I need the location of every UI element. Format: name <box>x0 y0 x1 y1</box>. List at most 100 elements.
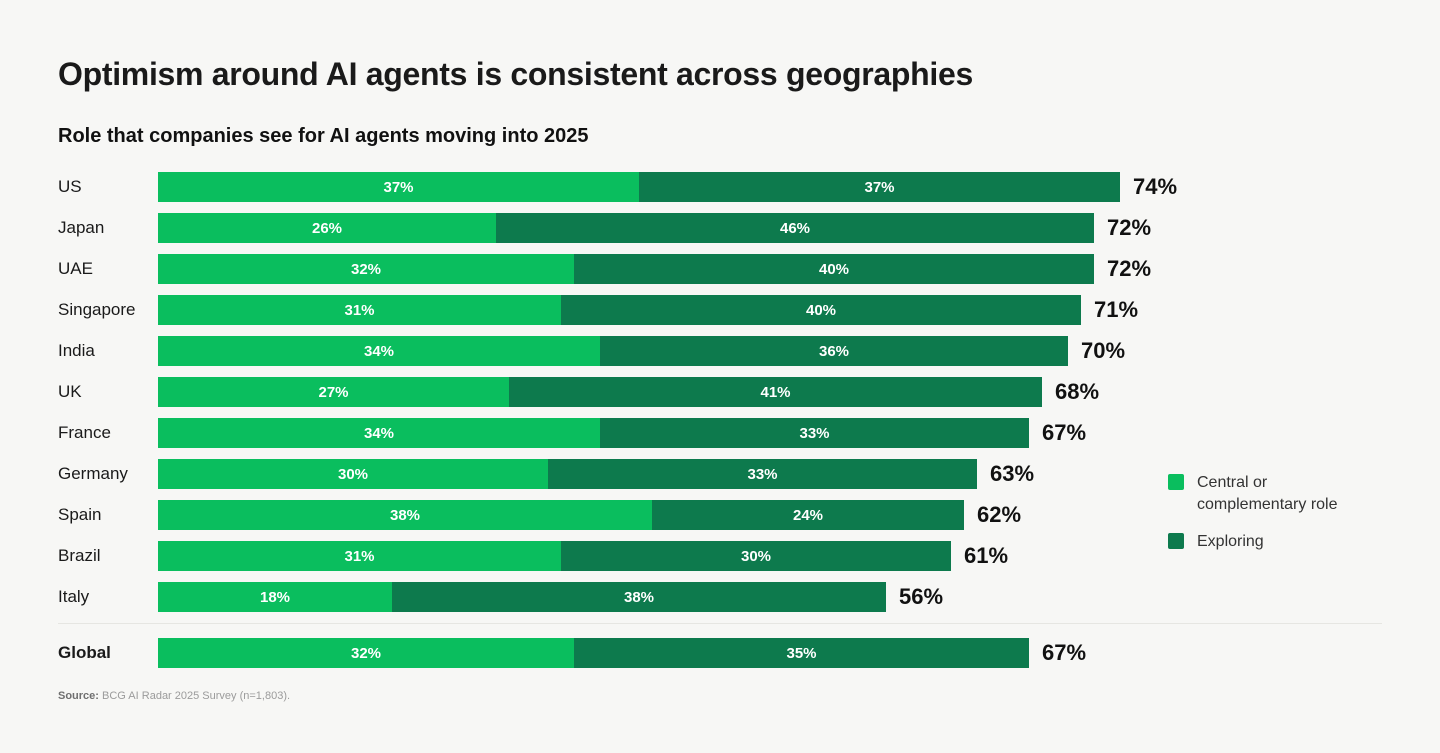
total-value-label: 68% <box>1055 379 1100 404</box>
bar-segment-central: 26% <box>158 213 496 243</box>
category-label: Brazil <box>58 546 101 565</box>
segment-value-label: 31% <box>344 547 375 565</box>
bar-row: France 34% 33% 67% <box>58 418 1382 448</box>
stacked-bar: 18% 38% <box>158 582 886 612</box>
bar-row: Japan 26% 46% 72% <box>58 213 1382 243</box>
source-prefix: Source: <box>58 690 99 702</box>
stacked-bar: 34% 33% <box>158 418 1029 448</box>
bar-row: UK 27% 41% 68% <box>58 377 1382 407</box>
bar-segment-exploring: 30% <box>561 541 951 571</box>
bar-row: Germany 30% 33% 63% <box>58 459 1382 489</box>
total-value-label: 71% <box>1094 297 1139 322</box>
segment-value-label: 35% <box>786 644 817 662</box>
divider-line <box>58 623 1382 624</box>
segment-value-label: 27% <box>318 383 349 401</box>
bar-row: Spain 38% 24% 62% <box>58 500 1382 530</box>
stacked-bar: 31% 30% <box>158 541 951 571</box>
bar-segment-central: 32% <box>158 254 574 284</box>
category-label: Italy <box>58 587 90 606</box>
segment-value-label: 36% <box>818 342 850 360</box>
segment-value-label: 30% <box>337 465 369 483</box>
bar-segment-central: 18% <box>158 582 392 612</box>
category-label: Spain <box>58 505 102 524</box>
bar-segment-exploring: 38% <box>392 582 886 612</box>
chart-rows: US 37% 37% 74% Japan 26% 46% 72% UAE 32%… <box>58 172 1382 668</box>
total-value-label: 62% <box>977 502 1022 527</box>
bar-segment-exploring: 40% <box>574 254 1094 284</box>
stacked-bar: 31% 40% <box>158 295 1081 325</box>
bar-segment-central: 34% <box>158 418 600 448</box>
legend-item-central: Central or complementary role <box>1168 472 1380 517</box>
segment-value-label: 38% <box>623 588 655 606</box>
exploring-swatch-icon <box>1168 532 1184 549</box>
bar-row: Brazil 31% 30% 61% <box>58 541 1382 571</box>
total-value-label: 67% <box>1042 640 1087 665</box>
segment-value-label: 24% <box>792 506 824 524</box>
segment-value-label: 46% <box>779 219 811 237</box>
total-value-label: 72% <box>1107 215 1152 240</box>
segment-value-label: 32% <box>350 644 382 662</box>
central-role-swatch-icon <box>1168 474 1184 490</box>
legend-item-exploring: Exploring <box>1168 531 1380 553</box>
segment-value-label: 34% <box>363 424 395 442</box>
bar-row: India 34% 36% 70% <box>58 336 1382 366</box>
stacked-bar: 26% 46% <box>158 213 1094 243</box>
bar-segment-central: 37% <box>158 172 639 202</box>
segment-value-label: 40% <box>818 260 850 278</box>
segment-value-label: 40% <box>805 301 837 319</box>
bar-segment-exploring: 24% <box>652 500 964 530</box>
stacked-bar: 27% 41% <box>158 377 1042 407</box>
legend-label: Exploring <box>1197 532 1264 550</box>
total-value-label: 67% <box>1042 420 1087 445</box>
chart-subtitle: Role that companies see for AI agents mo… <box>58 125 589 147</box>
bar-row: Italy 18% 38% 56% <box>58 582 1382 612</box>
bar-segment-central: 27% <box>158 377 509 407</box>
total-value-label: 63% <box>990 461 1035 486</box>
stacked-bar: 32% 35% <box>158 638 1029 668</box>
bar-segment-exploring: 36% <box>600 336 1068 366</box>
bar-segment-central: 38% <box>158 500 652 530</box>
bar-segment-exploring: 33% <box>548 459 977 489</box>
stacked-bar-chart: US 37% 37% 74% Japan 26% 46% 72% UAE 32%… <box>58 172 1382 668</box>
category-label: Japan <box>58 218 105 237</box>
stacked-bar: 30% 33% <box>158 459 977 489</box>
bar-segment-exploring: 46% <box>496 213 1094 243</box>
segment-value-label: 38% <box>389 506 421 524</box>
bar-segment-central: 34% <box>158 336 600 366</box>
bar-row: Singapore 31% 40% 71% <box>58 295 1382 325</box>
category-label: UAE <box>58 259 93 278</box>
segment-value-label: 18% <box>259 588 291 606</box>
source-note: Source: BCG AI Radar 2025 Survey (n=1,80… <box>58 690 1382 702</box>
stacked-bar: 37% 37% <box>158 172 1120 202</box>
bar-segment-central: 32% <box>158 638 574 668</box>
bar-row: Global 32% 35% 67% <box>58 638 1382 668</box>
bar-segment-exploring: 41% <box>509 377 1042 407</box>
legend-label: Central or complementary role <box>1197 474 1338 514</box>
total-value-label: 74% <box>1133 174 1178 199</box>
bar-segment-exploring: 33% <box>600 418 1029 448</box>
segment-value-label: 37% <box>383 178 414 196</box>
bar-segment-exploring: 35% <box>574 638 1029 668</box>
bar-segment-exploring: 37% <box>639 172 1120 202</box>
category-label: Germany <box>58 464 128 483</box>
segment-value-label: 41% <box>760 383 791 401</box>
bar-segment-central: 30% <box>158 459 548 489</box>
segment-value-label: 33% <box>747 465 778 483</box>
total-value-label: 56% <box>899 584 944 609</box>
segment-value-label: 37% <box>864 178 895 196</box>
total-value-label: 70% <box>1081 338 1126 363</box>
chart-page: Optimism around AI agents is consistent … <box>58 56 1382 702</box>
category-label: UK <box>58 382 82 401</box>
category-label: France <box>58 423 111 442</box>
stacked-bar: 32% 40% <box>158 254 1094 284</box>
source-text: BCG AI Radar 2025 Survey (n=1,803). <box>98 690 291 702</box>
segment-value-label: 34% <box>363 342 395 360</box>
bar-row: US 37% 37% 74% <box>58 172 1382 202</box>
page-title: Optimism around AI agents is consistent … <box>58 56 973 92</box>
stacked-bar: 38% 24% <box>158 500 964 530</box>
bar-row: UAE 32% 40% 72% <box>58 254 1382 284</box>
category-label: US <box>58 177 82 196</box>
stacked-bar: 34% 36% <box>158 336 1068 366</box>
total-value-label: 72% <box>1107 256 1152 281</box>
category-label: Global <box>58 643 111 662</box>
